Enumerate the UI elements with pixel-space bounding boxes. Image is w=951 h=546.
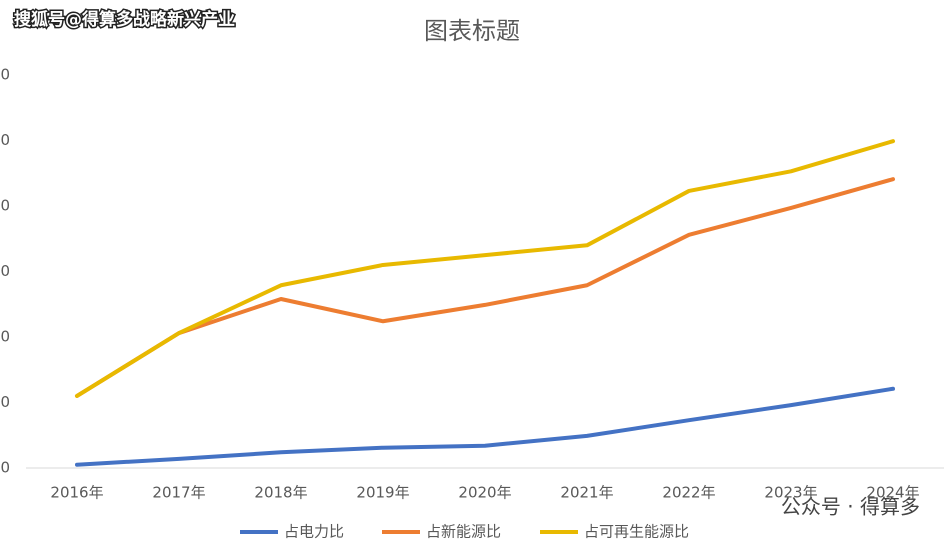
x-tick-label: 2019年 (356, 484, 409, 502)
chart-title: 图表标题 (424, 17, 520, 45)
line-series (75, 386, 895, 467)
line-series (75, 139, 895, 398)
y-tick-label: 20 (0, 328, 10, 346)
legend-label: 占新能源比 (426, 523, 501, 541)
legend-label: 占可再生能源比 (584, 523, 689, 541)
legend-label: 占电力比 (284, 523, 344, 541)
x-tick-label: 2022年 (662, 484, 715, 502)
y-tick-label: 40 (0, 197, 10, 215)
x-tick-label: 2023年 (764, 484, 817, 502)
y-tick-label: 30 (0, 262, 10, 280)
y-tick-label: 10 (0, 393, 10, 411)
watermark: 搜狐号@得算多战略新兴产业 (14, 9, 235, 30)
line-series (75, 177, 895, 398)
x-tick-label: 2017年 (152, 484, 205, 502)
x-tick-label: 2016年 (50, 484, 103, 502)
x-tick-label: 2020年 (458, 484, 511, 502)
y-tick-label: 0 (0, 459, 10, 477)
x-tick-label: 2024年 (866, 484, 919, 502)
watermark: 公众号 · 得算多 (781, 495, 920, 519)
y-tick-label: 60 (0, 66, 10, 84)
x-tick-label: 2018年 (254, 484, 307, 502)
y-tick-label: 50 (0, 131, 10, 149)
x-tick-label: 2021年 (560, 484, 613, 502)
